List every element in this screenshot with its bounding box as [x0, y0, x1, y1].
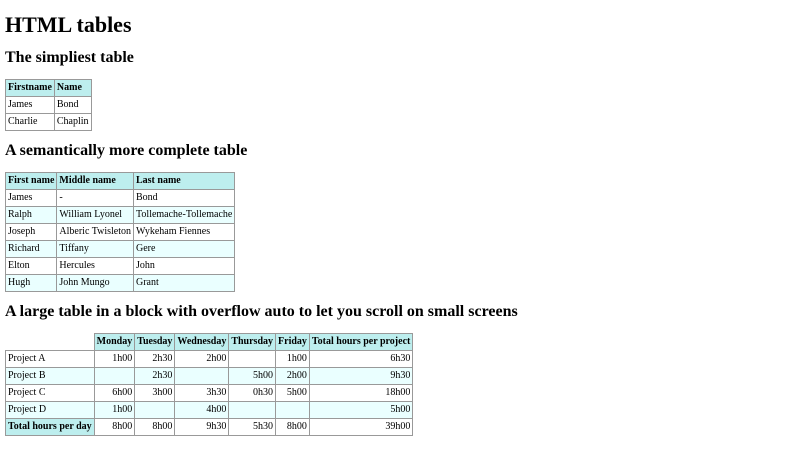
table-cell: 2h30	[134, 350, 176, 368]
table-cell: Project D	[5, 401, 95, 419]
table-cell: 6h00	[93, 384, 136, 402]
table-cell: 2h00	[275, 367, 310, 385]
table-cell: Chaplin	[53, 113, 92, 131]
table-cell: Project C	[5, 384, 95, 402]
column-header: Thursday	[228, 333, 277, 351]
table-cell: Bond	[53, 96, 92, 114]
table-cell	[174, 367, 230, 385]
total-cell: 39h00	[308, 418, 414, 436]
table-cell: Bond	[132, 189, 236, 207]
table-cell: 6h30	[308, 350, 414, 368]
table-cell: Alberic Twisleton	[56, 223, 134, 241]
column-header: Last name	[132, 172, 236, 190]
column-header: Name	[53, 79, 92, 97]
table-cell	[228, 350, 277, 368]
table-cell: Hercules	[56, 257, 134, 275]
table-cell: 5h00	[308, 401, 414, 419]
table-row: Project B 2h30 5h00 2h00 9h30	[5, 367, 414, 385]
table-cell: Project B	[5, 367, 95, 385]
table-cell: Ralph	[4, 206, 58, 224]
table-cell: Joseph	[4, 223, 58, 241]
table-row: Joseph Alberic Twisleton Wykeham Fiennes	[4, 223, 236, 241]
column-header: Middle name	[56, 172, 134, 190]
table-cell: 1h00	[275, 350, 310, 368]
column-header: Firstname	[5, 79, 55, 97]
table-cell: Elton	[4, 257, 58, 275]
table-cell: John	[132, 257, 236, 275]
table-row: Ralph William Lyonel Tollemache-Tollemache	[4, 206, 236, 224]
table-cell: 1h00	[93, 401, 136, 419]
table-cell	[275, 401, 310, 419]
table-row: Project D 1h00 4h00 5h00	[5, 401, 414, 419]
column-header: Tuesday	[134, 333, 176, 351]
table-cell: William Lyonel	[56, 206, 134, 224]
column-header: Wednesday	[174, 333, 230, 351]
large-table-heading: A large table in a block with overflow a…	[5, 303, 518, 320]
table-cell: 3h30	[174, 384, 230, 402]
table-cell	[93, 367, 136, 385]
table-cell	[228, 401, 277, 419]
table-cell: John Mungo	[56, 274, 134, 292]
table-cell: Wykeham Fiennes	[132, 223, 236, 241]
empty-cell	[6, 334, 95, 351]
table-cell: Grant	[132, 274, 236, 292]
table-cell: 9h30	[308, 367, 414, 385]
total-cell: 5h30	[228, 418, 277, 436]
total-cell: 9h30	[174, 418, 230, 436]
table-row: Project C 6h00 3h00 3h30 0h30 5h00 18h00	[5, 384, 414, 402]
table-cell: 1h00	[93, 350, 136, 368]
total-cell: 8h00	[134, 418, 176, 436]
table-cell: Gere	[132, 240, 236, 258]
table-cell: Hugh	[4, 274, 58, 292]
table-cell: Tollemache-Tollemache	[132, 206, 236, 224]
table-cell: 18h00	[308, 384, 414, 402]
simple-table: Firstname Name James Bond Charlie Chaplin	[5, 79, 92, 131]
header-row: First name Middle name Last name	[4, 172, 236, 190]
column-header: Monday	[93, 333, 136, 351]
table-cell: 2h30	[134, 367, 176, 385]
column-header: First name	[4, 172, 58, 190]
table-row: Richard Tiffany Gere	[4, 240, 236, 258]
table-cell: James	[5, 96, 55, 114]
table-row: Elton Hercules John	[4, 257, 236, 275]
row-header: Total hours per day	[5, 418, 95, 436]
total-cell: 8h00	[93, 418, 136, 436]
page-title: HTML tables	[5, 12, 132, 37]
total-cell: 8h00	[275, 418, 310, 436]
table-cell	[134, 401, 176, 419]
table-cell: 3h00	[134, 384, 176, 402]
column-header: Friday	[275, 333, 310, 351]
table-cell: Charlie	[5, 113, 55, 131]
table-row: James Bond	[5, 96, 92, 114]
table-cell: Richard	[4, 240, 58, 258]
table-row: Charlie Chaplin	[5, 113, 92, 131]
table-cell: 5h00	[228, 367, 277, 385]
table-cell: 4h00	[174, 401, 230, 419]
table-cell: Tiffany	[56, 240, 134, 258]
hours-table: Monday Tuesday Wednesday Thursday Friday Tota…	[5, 333, 414, 436]
table-row: Project A 1h00 2h30 2h00 1h00 6h30	[5, 350, 414, 368]
header-row: Firstname Name	[5, 79, 92, 97]
header-row: Monday Tuesday Wednesday Thursday Friday Tota…	[6, 333, 414, 351]
footer-row: Total hours per day 8h00 8h00 9h30 5h30 8h00 3…	[5, 418, 414, 436]
table-cell: 5h00	[275, 384, 310, 402]
table-cell: Project A	[5, 350, 95, 368]
table-cell: James	[4, 189, 58, 207]
table-cell: 2h00	[174, 350, 230, 368]
column-header: Total hours per project	[308, 333, 414, 351]
semantic-table-heading: A semantically more complete table	[5, 142, 248, 159]
table-cell: -	[56, 189, 134, 207]
table-row: James - Bond	[4, 189, 236, 207]
table-cell: 0h30	[228, 384, 277, 402]
semantic-table: First name Middle name Last name James - Bond…	[4, 172, 236, 292]
simple-table-heading: The simpliest table	[5, 49, 134, 66]
table-row: Hugh John Mungo Grant	[4, 274, 236, 292]
